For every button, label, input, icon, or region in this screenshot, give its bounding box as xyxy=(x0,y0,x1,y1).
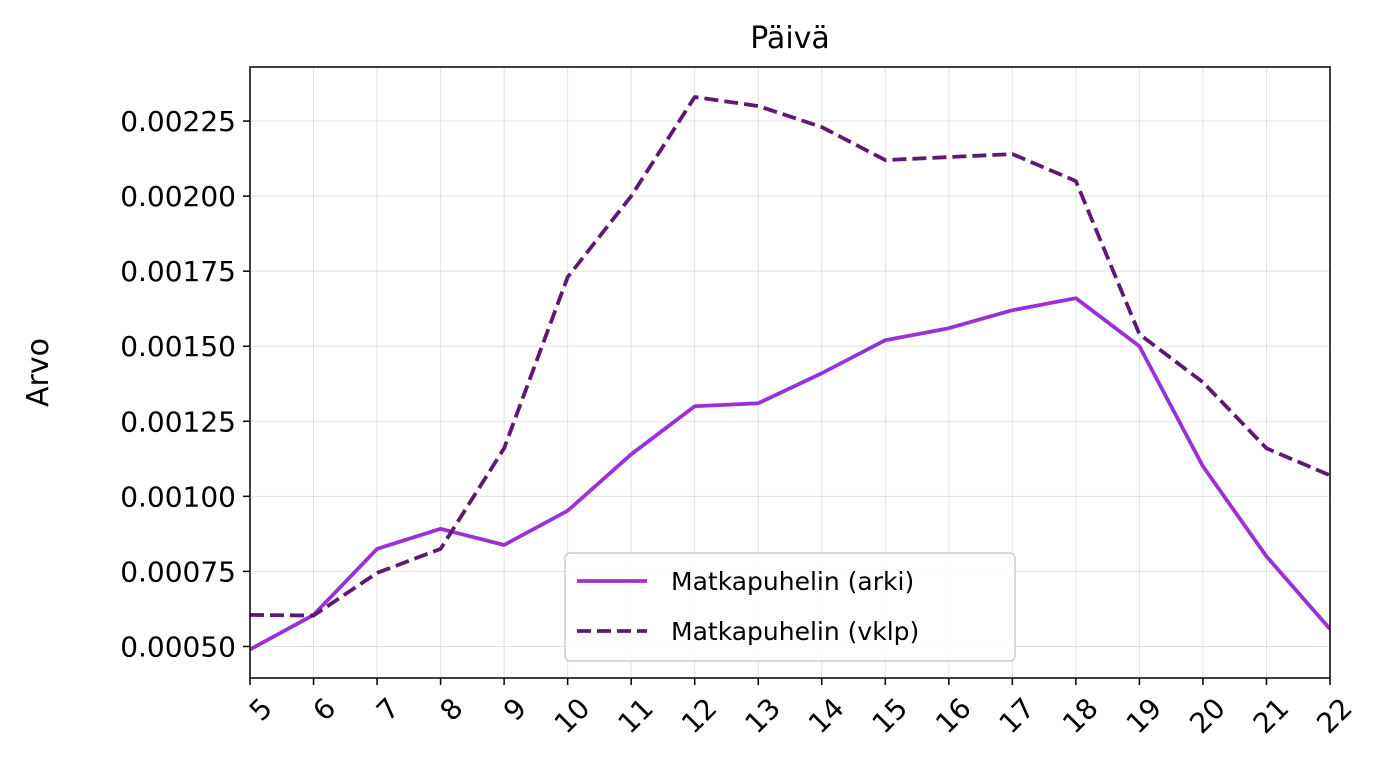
x-tick-label: 7 xyxy=(370,691,406,727)
y-tick-label: 0.00050 xyxy=(120,630,236,663)
x-tick-label: 13 xyxy=(739,691,788,740)
legend-label-arki: Matkapuhelin (arki) xyxy=(671,567,914,596)
x-tick-label: 22 xyxy=(1310,691,1359,740)
chart-title: Päivä xyxy=(750,21,830,56)
y-axis-label: Arvo xyxy=(21,338,56,407)
x-tick-label: 12 xyxy=(675,691,724,740)
y-tick-label: 0.00150 xyxy=(120,330,236,363)
x-tick-label: 18 xyxy=(1056,691,1105,740)
y-tick-label: 0.00125 xyxy=(120,405,236,438)
y-tick-label: 0.00100 xyxy=(120,480,236,513)
x-tick-label: 10 xyxy=(548,691,597,740)
x-tick-label: 21 xyxy=(1247,691,1296,740)
series-line-arki xyxy=(250,296,1330,652)
x-tick-label: 19 xyxy=(1120,691,1169,740)
x-tick-label: 17 xyxy=(993,691,1042,740)
legend: Matkapuhelin (arki) Matkapuhelin (vklp) xyxy=(564,552,1016,662)
legend-label-vklp: Matkapuhelin (vklp) xyxy=(671,617,919,646)
x-tick-label: 11 xyxy=(611,691,660,740)
x-tick-label: 6 xyxy=(306,691,342,727)
y-tick-label: 0.00200 xyxy=(120,180,236,213)
y-tick-label: 0.00175 xyxy=(120,255,236,288)
x-tick-label: 14 xyxy=(802,691,851,740)
x-tick-label: 9 xyxy=(497,691,533,727)
x-tick-label: 8 xyxy=(433,691,469,727)
x-tick-label: 16 xyxy=(929,691,978,740)
x-tick-label: 20 xyxy=(1183,691,1232,740)
x-tick-label: 15 xyxy=(866,691,915,740)
legend-box xyxy=(564,552,1016,662)
plot-area-frame xyxy=(249,66,1331,679)
y-tick-label: 0.00075 xyxy=(120,555,236,588)
series-lines xyxy=(250,95,1330,652)
y-tick-label: 0.00225 xyxy=(120,105,236,138)
x-tick-label: 5 xyxy=(243,691,279,727)
series-line-vklp xyxy=(250,95,1330,618)
